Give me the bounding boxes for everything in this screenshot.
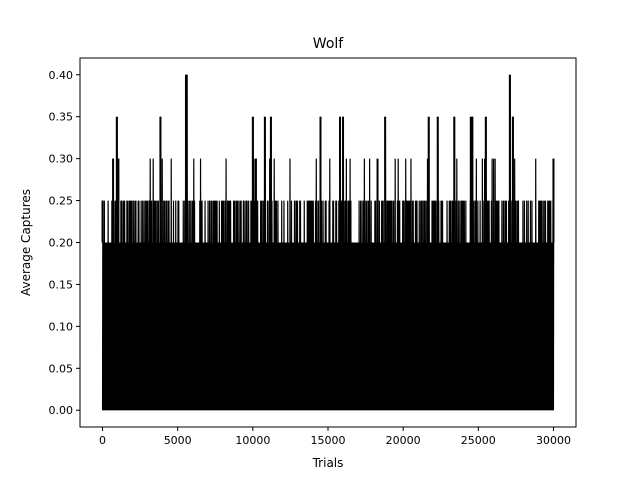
x-tick-label: 30000 — [536, 434, 571, 447]
y-tick-label: 0.00 — [49, 404, 74, 417]
x-tick-label: 25000 — [461, 434, 496, 447]
x-axis: 0 5000 10000 15000 20000 25000 30000 — [99, 427, 571, 447]
y-tick-label: 0.35 — [49, 111, 74, 124]
x-tick-label: 15000 — [311, 434, 346, 447]
y-tick-label: 0.15 — [49, 278, 74, 291]
y-tick-label: 0.25 — [49, 195, 74, 208]
y-tick-label: 0.30 — [49, 153, 74, 166]
y-axis-label: Average Captures — [19, 189, 33, 296]
x-tick-label: 5000 — [164, 434, 192, 447]
y-tick-label: 0.20 — [49, 237, 74, 250]
x-tick-label: 20000 — [386, 434, 421, 447]
series-layer — [101, 74, 555, 411]
y-tick-label: 0.40 — [49, 69, 74, 82]
y-axis: 0.00 0.05 0.10 0.15 0.20 0.25 0.30 0.35 0.40 — [49, 69, 80, 417]
y-tick-label: 0.10 — [49, 320, 74, 333]
chart-title: Wolf — [313, 36, 344, 52]
series-line — [101, 74, 555, 411]
x-tick-label: 10000 — [235, 434, 270, 447]
x-axis-label: Trials — [312, 456, 344, 470]
x-tick-label: 0 — [99, 434, 106, 447]
y-tick-label: 0.05 — [49, 362, 74, 375]
